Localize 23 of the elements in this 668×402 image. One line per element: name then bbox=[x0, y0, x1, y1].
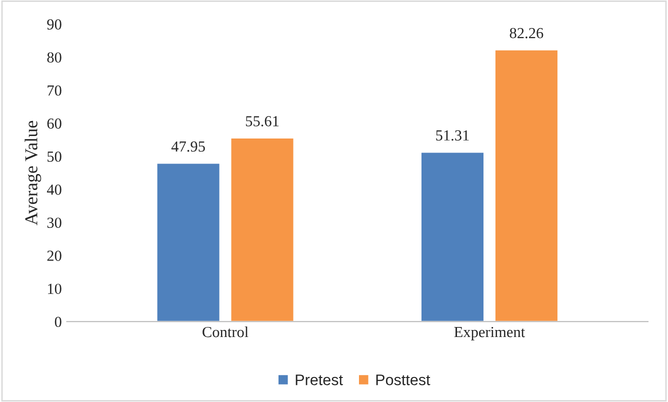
y-tick-label: 70 bbox=[48, 85, 62, 96]
y-axis-title: Average Value bbox=[24, 120, 42, 226]
y-tick-label: 50 bbox=[48, 151, 62, 162]
y-tick-label: 80 bbox=[47, 52, 62, 63]
bar bbox=[494, 49, 559, 322]
x-tick-label: Control bbox=[202, 326, 248, 338]
y-tick-label: 60 bbox=[47, 118, 62, 129]
y-tick-label: 90 bbox=[47, 19, 62, 30]
y-tick-label: 40 bbox=[46, 184, 62, 195]
y-tick-label: 10 bbox=[48, 284, 62, 294]
x-tick-label: Experiment bbox=[454, 326, 526, 340]
legend-label: Pretest bbox=[296, 374, 343, 386]
bar bbox=[420, 151, 485, 322]
bar bbox=[156, 162, 221, 322]
data-label: 47.95 bbox=[171, 141, 205, 152]
legend-label: Posttest bbox=[376, 374, 430, 386]
y-tick-label: 30 bbox=[47, 218, 62, 228]
y-tick-label: 0 bbox=[54, 316, 62, 328]
y-tick-label: 20 bbox=[47, 250, 62, 261]
bar bbox=[230, 137, 295, 322]
data-label: 82.26 bbox=[510, 28, 544, 38]
data-label: 55.61 bbox=[246, 116, 279, 126]
data-label: 51.31 bbox=[436, 130, 469, 141]
